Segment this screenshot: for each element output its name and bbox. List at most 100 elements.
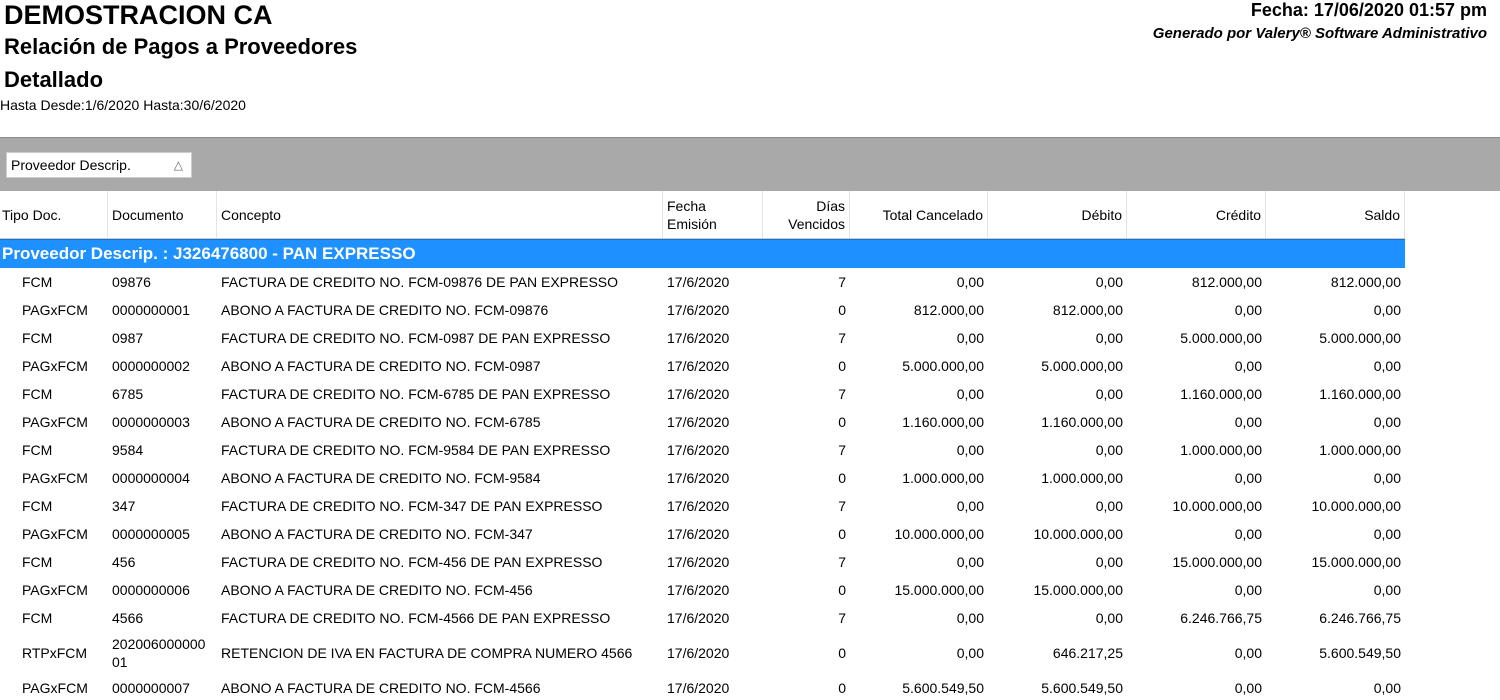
column-header[interactable]: Total Cancelado [850,191,988,238]
cell: 6.246.766,75 [1319,610,1401,626]
cell: RTPxFCM [22,645,88,661]
cell: ABONO A FACTURA DE CREDITO NO. FCM-6785 [221,414,541,430]
cell: ABONO A FACTURA DE CREDITO NO. FCM-347 [221,526,533,542]
data-row[interactable]: FCM 6785 FACTURA DE CREDITO NO. FCM-6785 D… [0,380,1405,408]
data-row[interactable]: FCM 9584 FACTURA DE CREDITO NO. FCM-9584 D… [0,436,1405,464]
cell: 456 [112,554,136,570]
cell: 0,00 [1095,610,1123,626]
group-panel: Proveedor Descrip. △ [0,137,1500,191]
cell: 7 [838,554,846,570]
cell: PAGxFCM [22,680,88,696]
column-header[interactable]: Fecha Emisión [663,191,763,238]
cell: FACTURA DE CREDITO NO. FCM-4566 DE PAN E… [221,610,611,626]
cell: 17/6/2020 [667,386,730,402]
cell: 17/6/2020 [667,582,730,598]
cell: 0,00 [1095,330,1123,346]
cell: 7 [838,386,846,402]
data-row[interactable]: PAGxFCM 0000000006 ABONO A FACTURA DE CRED… [0,576,1405,604]
cell: 17/6/2020 [667,498,730,514]
data-row[interactable]: FCM 0987 FACTURA DE CREDITO NO. FCM-0987 D… [0,324,1405,352]
cell: 17/6/2020 [667,442,730,458]
cell: 5.000.000,00 [902,358,984,374]
column-header[interactable]: Crédito [1127,191,1266,238]
group-row[interactable]: Proveedor Descrip. : J326476800 - PAN EX… [0,239,1405,268]
data-row[interactable]: FCM 09876 FACTURA DE CREDITO NO. FCM-09876… [0,268,1405,296]
report-subtitle: Detallado [4,67,104,92]
cell: 0,00 [1234,680,1262,696]
cell: PAGxFCM [22,582,88,598]
cell: 17/6/2020 [667,274,730,290]
cell: 0,00 [956,645,984,661]
cell: 0,00 [956,274,984,290]
cell: FCM [22,610,53,626]
data-row[interactable]: PAGxFCM 0000000005 ABONO A FACTURA DE CRED… [0,520,1405,548]
report-title: DEMOSTRACION CA [4,0,273,30]
group-button[interactable]: Proveedor Descrip. △ [6,152,192,178]
column-header-text: Días [816,197,845,214]
cell: ABONO A FACTURA DE CREDITO NO. FCM-4566 [221,680,541,696]
cell: 5.000.000,00 [1180,330,1262,346]
cell: 7 [838,274,846,290]
cell: 17/6/2020 [667,358,730,374]
cell: FCM [22,442,53,458]
cell: FCM [22,554,53,570]
column-header[interactable]: Días Vencidos [763,191,850,238]
cell: PAGxFCM [22,470,88,486]
data-row[interactable]: PAGxFCM 0000000002 ABONO A FACTURA DE CRED… [0,352,1405,380]
cell: PAGxFCM [22,526,88,542]
cell: 0 [838,645,846,661]
cell: 1.000.000,00 [1180,442,1262,458]
cell: PAGxFCM [22,302,88,318]
sort-icon: △ [173,158,183,172]
date-range: Hasta Desde:1/6/2020 Hasta:30/6/2020 [0,97,246,113]
data-row[interactable]: RTPxFCM 20200600000001 RETENCION DE IVA EN… [0,632,1405,674]
column-header[interactable]: Documento [108,191,217,238]
cell: 0,00 [1095,386,1123,402]
data-row[interactable]: FCM 347 FACTURA DE CREDITO NO. FCM-347 DE … [0,492,1405,520]
cell: 1.160.000,00 [1180,386,1262,402]
data-row[interactable]: PAGxFCM 0000000007 ABONO A FACTURA DE CRED… [0,674,1405,700]
cell: 5.600.549,50 [1041,680,1123,696]
cell: 1.000.000,00 [1319,442,1401,458]
column-header-text: Emisión [667,215,717,232]
data-row[interactable]: PAGxFCM 0000000003 ABONO A FACTURA DE CRED… [0,408,1405,436]
cell: 0,00 [1234,582,1262,598]
cell: 812.000,00 [1191,274,1262,290]
cell: 0 [838,680,846,696]
cell: 0,00 [1234,645,1262,661]
cell: 0,00 [1095,274,1123,290]
cell: 0,00 [956,442,984,458]
cell: 10.000.000,00 [1172,498,1262,514]
cell: 1.000.000,00 [1041,470,1123,486]
cell: FCM [22,274,53,290]
column-header[interactable]: Tipo Doc. [0,191,108,238]
data-row[interactable]: PAGxFCM 0000000001 ABONO A FACTURA DE CRED… [0,296,1405,324]
cell: 1.160.000,00 [1319,386,1401,402]
cell: 0,00 [1095,498,1123,514]
data-row[interactable]: FCM 456 FACTURA DE CREDITO NO. FCM-456 DE … [0,548,1405,576]
cell: 20200600000001 [112,636,206,670]
column-header[interactable]: Saldo [1266,191,1405,238]
column-header[interactable]: Concepto [217,191,663,238]
cell: 0987 [112,330,144,346]
cell: 0,00 [1234,470,1262,486]
cell: 9584 [112,442,144,458]
data-row[interactable]: PAGxFCM 0000000004 ABONO A FACTURA DE CRED… [0,464,1405,492]
column-header-text: Tipo Doc. [2,206,62,223]
cell: 0,00 [1373,470,1401,486]
cell: ABONO A FACTURA DE CREDITO NO. FCM-9584 [221,470,541,486]
cell: 15.000.000,00 [1172,554,1262,570]
cell: 0 [838,470,846,486]
data-row[interactable]: FCM 4566 FACTURA DE CREDITO NO. FCM-4566 D… [0,604,1405,632]
cell: 7 [838,498,846,514]
column-header[interactable]: Débito [988,191,1127,238]
cell: 17/6/2020 [667,526,730,542]
cell: 0000000007 [112,680,190,696]
group-button-label: Proveedor Descrip. [11,157,131,173]
cell: PAGxFCM [22,414,88,430]
cell: 17/6/2020 [667,414,730,430]
cell: 0 [838,414,846,430]
column-header-text: Documento [112,206,184,223]
cell: FACTURA DE CREDITO NO. FCM-6785 DE PAN E… [221,386,611,402]
cell: 0 [838,582,846,598]
